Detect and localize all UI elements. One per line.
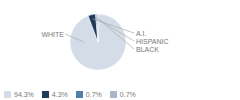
svg-text:A.I.: A.I. <box>136 30 147 37</box>
html-text:0.7%: 0.7% <box>119 91 136 98</box>
html-text:0.7%: 0.7% <box>85 91 102 98</box>
html-text:94.3%: 94.3% <box>14 91 34 98</box>
html-text:4.3%: 4.3% <box>51 91 68 98</box>
svg-text:HISPANIC: HISPANIC <box>136 38 169 45</box>
svg-text:WHITE: WHITE <box>41 31 64 38</box>
svg-text:BLACK: BLACK <box>136 46 159 53</box>
